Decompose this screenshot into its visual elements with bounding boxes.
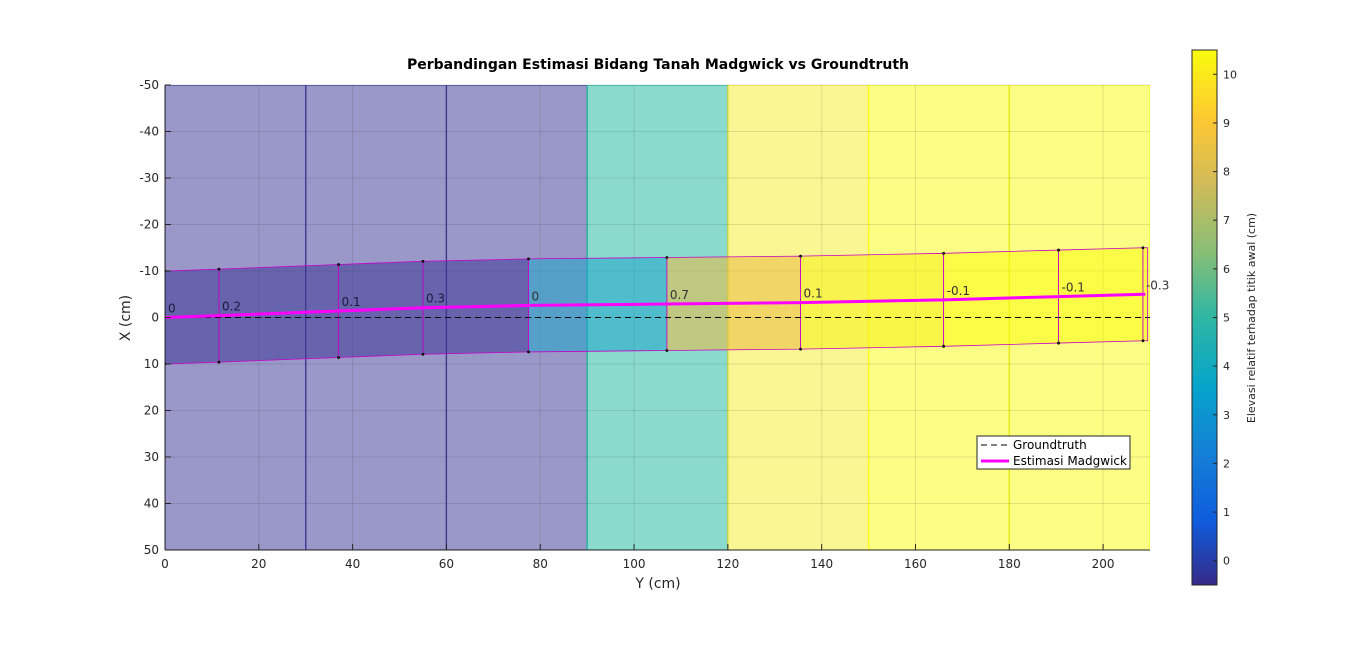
segment-label-0: 0 xyxy=(168,302,176,316)
colorbar-tick-label-1: 1 xyxy=(1223,506,1230,519)
segment-label-3: 0.3 xyxy=(426,292,445,306)
colorbar-tick-label-4: 4 xyxy=(1223,360,1230,373)
x-tick-label-4: 80 xyxy=(533,557,548,571)
segment-corner-top-7 xyxy=(942,251,946,255)
segment-corner-top-4 xyxy=(527,257,530,261)
segment-corner-top-9 xyxy=(1141,246,1145,250)
legend: Groundtruth Estimasi Madgwick xyxy=(976,435,1131,470)
segment-label-4: 0 xyxy=(532,289,540,303)
x-tick-label-7: 140 xyxy=(810,557,833,571)
segment-corner-top-1 xyxy=(217,267,221,271)
x-axis-label: Y (cm) xyxy=(634,576,680,592)
colorbar-tick-label-0: 0 xyxy=(1223,555,1230,568)
segment-label-7: -0.1 xyxy=(947,284,970,298)
y-tick-label-4: -10 xyxy=(139,264,159,278)
colorbar-gradient xyxy=(1191,49,1218,586)
colorbar-tick-label-9: 9 xyxy=(1223,117,1230,130)
y-tick-label-9: 40 xyxy=(144,497,159,511)
colorbar-tick-label-2: 2 xyxy=(1223,457,1230,470)
x-tick-label-8: 160 xyxy=(904,557,927,571)
x-tick-label-0: 0 xyxy=(161,557,169,571)
x-tick-label-2: 40 xyxy=(345,557,360,571)
colorbar-tick-label-5: 5 xyxy=(1223,312,1230,325)
segment-labels: 0 0.2 0.1 0.3 0 0.7 0.1 -0.1 -0.1 -0.3 xyxy=(168,278,1169,315)
series-line-estimasi-madgwick xyxy=(165,292,1146,319)
segment-corner-top-6 xyxy=(799,254,802,258)
segment-label-5: 0.7 xyxy=(670,288,689,302)
segment-corner-bottom-4 xyxy=(527,350,530,354)
y-tick-label-2: -30 xyxy=(139,171,159,185)
segment-corner-bottom-6 xyxy=(799,347,802,351)
chart-title: Perbandingan Estimasi Bidang Tanah Madgw… xyxy=(407,57,909,73)
x-tick-label-3: 60 xyxy=(439,557,454,571)
x-tick-label-10: 200 xyxy=(1092,557,1115,571)
x-tick-labels: 0 20 40 60 80 100 120 140 160 180 200 xyxy=(161,544,1115,571)
colorbar-tick-label-3: 3 xyxy=(1223,409,1230,422)
segment-label-8: -0.1 xyxy=(1062,281,1085,295)
y-tick-label-0: -50 xyxy=(139,78,159,92)
colorbar-tick-label-6: 6 xyxy=(1223,263,1230,276)
segment-corner-bottom-9 xyxy=(1141,339,1145,343)
y-tick-labels: -50 -40 -30 -20 -10 0 10 20 30 40 50 xyxy=(139,78,171,557)
segment-corner-top-3 xyxy=(421,259,425,263)
legend-box xyxy=(976,435,1131,470)
segment-corner-bottom-3 xyxy=(421,352,425,356)
y-tick-label-3: -20 xyxy=(139,218,159,232)
series-lines xyxy=(165,292,1150,319)
colorbar: 0 1 2 3 4 5 6 7 8 9 10 Elevasi relatif terhadap ti… xyxy=(1191,49,1258,586)
x-tick-label-1: 20 xyxy=(251,557,266,571)
segment-label-2: 0.1 xyxy=(342,295,361,309)
y-axis-label: X (cm) xyxy=(118,295,134,341)
y-tick-label-6: 10 xyxy=(144,357,159,371)
segment-corner-top-5 xyxy=(665,256,669,259)
segment-corner-bottom-7 xyxy=(942,344,946,348)
segment-corner-bottom-1 xyxy=(217,360,221,364)
colorbar-tick-label-7: 7 xyxy=(1223,214,1230,227)
colorbar-ticks: 0 1 2 3 4 5 6 7 8 9 10 xyxy=(1213,68,1237,568)
x-tick-label-6: 120 xyxy=(716,557,739,571)
y-tick-label-5: 0 xyxy=(151,311,159,325)
x-tick-label-9: 180 xyxy=(998,557,1021,571)
x-tick-label-5: 100 xyxy=(623,557,646,571)
segment-label-9: -0.3 xyxy=(1146,278,1169,292)
segment-corner-bottom-8 xyxy=(1057,341,1060,345)
segment-corner-top-8 xyxy=(1057,248,1060,252)
y-tick-label-1: -40 xyxy=(139,125,159,139)
colorbar-label: Elevasi relatif terhadap titik awal (cm) xyxy=(1245,213,1258,423)
y-tick-label-10: 50 xyxy=(144,543,159,557)
segment-corner-bottom-5 xyxy=(665,349,669,352)
segment-corner-top-2 xyxy=(337,263,340,266)
y-tick-label-8: 30 xyxy=(144,450,159,464)
segment-corner-bottom-2 xyxy=(337,356,340,359)
y-tick-label-7: 20 xyxy=(144,404,159,418)
colorbar-tick-label-8: 8 xyxy=(1223,166,1230,179)
segment-label-6: 0.1 xyxy=(804,287,823,301)
segment-label-1: 0.2 xyxy=(222,300,241,314)
legend-entry-groundtruth: Groundtruth xyxy=(1013,438,1087,452)
colorbar-tick-label-10: 10 xyxy=(1223,68,1237,81)
legend-entry-madgwick: Estimasi Madgwick xyxy=(1013,454,1127,468)
